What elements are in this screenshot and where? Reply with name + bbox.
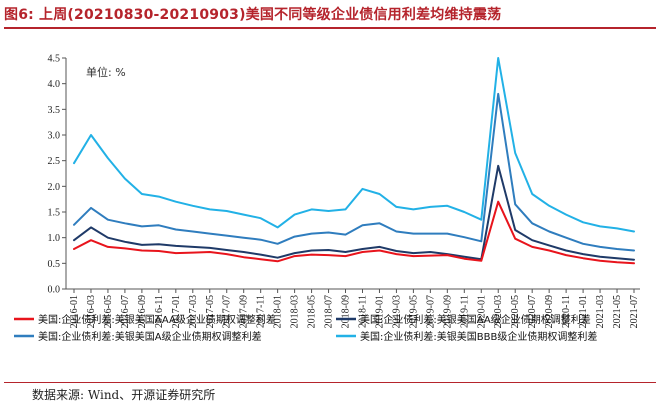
x-tick-label: 2016-01: [69, 295, 80, 328]
y-tick-label: 4.5: [48, 54, 61, 65]
x-tick-label: 2018-01: [273, 295, 284, 328]
x-tick-label: 2020-07: [527, 295, 538, 328]
x-tick-label: 2021-07: [629, 295, 640, 328]
x-tick-label: 2018-11: [357, 295, 368, 328]
x-tick-label: 2017-03: [188, 295, 199, 328]
series-line-bbb: [73, 57, 635, 233]
legend-label: 美国:企业债利差:美银美国A级企业债期权调整利差: [38, 330, 262, 343]
chart-axes: 0.0 0.5 1.0 1.5 2.0 2.5 3.0 3.5 4.0 4.5 2016-01 201…: [48, 54, 640, 328]
y-tick-label: 2.5: [48, 156, 61, 167]
y-tick-label: 1.5: [48, 208, 61, 219]
x-tick-label: 2016-11: [154, 295, 165, 328]
y-tick-label: 0.5: [48, 259, 61, 270]
legend-item-aaa: 美国:企业债利差:美银美国AAA级企业债期权调整利差: [14, 313, 276, 326]
x-tick-label: 2019-09: [442, 295, 453, 328]
x-tick-label: 2021-05: [612, 295, 623, 328]
page-title: 图6: 上周(20210830-20210903)美国不同等级企业债信用利差均维…: [4, 7, 502, 23]
x-tick-label: 2017-11: [256, 295, 267, 328]
chart-plot-area: [73, 57, 635, 265]
x-tick-label: 2019-11: [459, 295, 470, 328]
y-tick-label: 3.5: [48, 105, 61, 116]
x-tick-label: 2020-09: [544, 295, 555, 328]
x-tick-label: 2018-03: [290, 295, 301, 328]
y-tick-label: 0.0: [48, 285, 61, 296]
x-tick-label: 2017-05: [205, 295, 216, 328]
y-tick-label: 3.0: [48, 131, 61, 142]
x-tick-label: 2019-01: [374, 295, 385, 328]
legend-item-a: 美国:企业债利差:美银美国A级企业债期权调整利差: [14, 330, 262, 343]
legend-item-bbb: 美国:企业债利差:美银美国BBB级企业债期权调整利差: [336, 330, 597, 343]
x-tick-label: 2018-07: [324, 295, 335, 328]
x-tick-label: 2020-11: [561, 295, 572, 328]
x-tick-label: 2016-05: [103, 295, 114, 328]
x-tick-label: 2017-09: [239, 295, 250, 328]
footer-divider: [4, 382, 656, 383]
x-tick-label: 2017-07: [222, 295, 233, 328]
x-tick-label: 2019-03: [391, 295, 402, 328]
credit-spread-line-chart: 0.0 0.5 1.0 1.5 2.0 2.5 3.0 3.5 4.0 4.5 2016-01 201…: [14, 54, 640, 343]
title-divider: [4, 27, 656, 29]
y-tick-label: 2.0: [48, 182, 61, 193]
chart-legend: 美国:企业债利差:美银美国AAA级企业债期权调整利差 美国:企业债利差:美银美国A…: [14, 313, 597, 343]
series-line-aaa: [73, 200, 635, 265]
data-source: 数据来源: Wind、开源证券研究所: [32, 388, 216, 402]
legend-label: 美国:企业债利差:美银美国AAA级企业债期权调整利差: [38, 313, 276, 326]
unit-label: 单位: %: [86, 65, 126, 79]
x-tick-label: 2016-09: [137, 295, 148, 328]
x-tick-label: 2021-03: [595, 295, 606, 328]
legend-label: 美国:企业债利差:美银美国BBB级企业债期权调整利差: [360, 330, 597, 343]
x-tick-label: 2018-09: [341, 295, 352, 328]
x-tick-label: 2016-03: [86, 295, 97, 328]
series-line-a: [73, 92, 635, 252]
legend-label: 美国:企业债利差:美银美国AA级企业债期权调整利差: [360, 313, 591, 326]
legend-item-aa: 美国:企业债利差:美银美国AA级企业债期权调整利差: [336, 313, 591, 326]
x-tick-label: 2019-07: [425, 295, 436, 328]
x-tick-label: 2021-01: [578, 295, 589, 328]
x-tick-label: 2020-01: [476, 295, 487, 328]
series-line-aa: [73, 164, 635, 261]
x-tick-label: 2016-07: [120, 295, 131, 328]
x-tick-label: 2017-01: [171, 295, 182, 328]
y-tick-label: 4.0: [48, 79, 61, 90]
x-tick-label: 2019-05: [408, 295, 419, 328]
x-tick-label: 2018-05: [307, 295, 318, 328]
y-tick-label: 1.0: [48, 233, 61, 244]
x-tick-label: 2020-05: [510, 295, 521, 328]
x-tick-label: 2020-03: [493, 295, 504, 328]
